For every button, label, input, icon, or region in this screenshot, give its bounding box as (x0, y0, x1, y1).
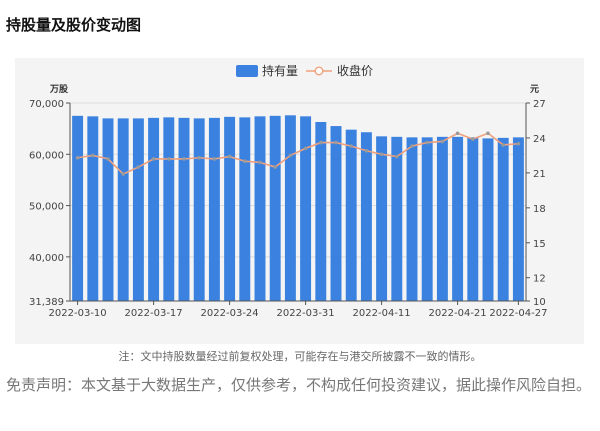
price-point (258, 160, 262, 165)
x-tick-label: 2022-03-24 (201, 308, 259, 319)
bar (148, 117, 160, 301)
price-point (136, 165, 141, 169)
footnote: 注：文中持股数量经过前复权处理，可能存在与港交所披露不一致的情形。 (118, 350, 482, 363)
bar (224, 116, 236, 301)
y-left-unit: 万股 (49, 84, 69, 95)
page-title: 持股量及股价变动图 (6, 16, 142, 34)
legend-line-marker (314, 66, 324, 76)
y-right-tick-label: 12 (533, 274, 546, 285)
bar (330, 126, 342, 301)
holding-price-chart: 70,000 60,000 50,000 40,000 31,389 27 24 21 18 15… (15, 58, 584, 344)
x-tick-label: 2022-03-10 (49, 308, 107, 319)
price-point (243, 159, 247, 164)
price-point (91, 153, 95, 158)
y-right-tick-label: 27 (533, 99, 546, 110)
bar (315, 121, 327, 301)
price-point (379, 152, 384, 157)
bar (87, 116, 99, 301)
chart-svg: 70,000 60,000 50,000 40,000 31,389 27 24 21 18 15… (29, 63, 547, 319)
y-left-tick-label: 50,000 (29, 202, 64, 213)
y-left-tick-label: 70,000 (29, 99, 64, 110)
bar (452, 136, 464, 301)
price-point (151, 157, 156, 161)
bar (117, 118, 129, 301)
price-point (273, 165, 278, 169)
bar (254, 116, 266, 301)
bar (360, 132, 372, 301)
price-point (486, 131, 490, 136)
bar (300, 116, 312, 301)
price-point (395, 154, 399, 159)
bar (284, 115, 296, 301)
price-line (77, 132, 519, 176)
price-point (167, 157, 171, 161)
price-point (364, 148, 369, 153)
bar (269, 115, 281, 301)
price-point (182, 157, 186, 161)
bar (178, 117, 190, 301)
price-point (440, 139, 445, 144)
x-tick-label: 2022-03-31 (277, 308, 335, 319)
bar (436, 136, 448, 301)
bar (72, 115, 84, 301)
bar (391, 136, 403, 301)
bar (421, 137, 433, 301)
disclaimer-text: 免责声明：本文基于大数据生产，仅供参考，不构成任何投资建议，据此操作风险自担。 (6, 376, 592, 394)
price-point (106, 157, 110, 161)
price-point (75, 155, 80, 160)
bar (467, 137, 479, 301)
price-point (212, 157, 217, 161)
bar (482, 138, 494, 301)
y-right-tick-label: 10 (533, 297, 546, 308)
bar (193, 118, 205, 301)
price-point (349, 144, 354, 148)
y-left-tick-label: 60,000 (29, 150, 64, 161)
bar (132, 118, 144, 301)
price-point (471, 137, 475, 141)
price-point (425, 140, 430, 145)
y-right-unit: 元 (530, 84, 539, 95)
y-right-tick-label: 18 (533, 204, 546, 215)
x-tick-label: 2022-03-17 (125, 308, 183, 319)
price-point (227, 154, 232, 159)
legend-line-label: 收盘价 (337, 63, 373, 78)
y-left-tick-label: 31,389 (29, 297, 64, 308)
legend-bar-label: 持有量 (262, 63, 298, 78)
price-point (197, 155, 201, 160)
price-point (455, 131, 460, 136)
price-point (121, 172, 125, 176)
y-right-tick-label: 21 (533, 169, 546, 180)
price-point (334, 140, 338, 145)
bar (163, 117, 175, 301)
bar (376, 136, 388, 301)
x-tick-label: 2022-04-11 (353, 308, 411, 319)
price-point (501, 143, 506, 147)
y-right-tick-label: 24 (533, 134, 546, 145)
price-point (319, 140, 323, 145)
x-tick-label: 2022-04-27 (489, 308, 547, 319)
legend-bar-swatch (236, 65, 258, 77)
y-right-tick-label: 15 (533, 239, 546, 250)
bar (239, 117, 251, 301)
bar (497, 137, 509, 301)
bar (406, 137, 418, 301)
price-point (516, 141, 521, 146)
bar (208, 117, 220, 301)
price-point (410, 144, 414, 148)
bar (512, 137, 524, 301)
x-tick-label: 2022-04-21 (429, 308, 487, 319)
price-point (288, 153, 293, 158)
y-left-tick-label: 40,000 (29, 253, 64, 264)
bar (345, 129, 357, 301)
bar (102, 118, 114, 301)
price-point (303, 146, 308, 151)
